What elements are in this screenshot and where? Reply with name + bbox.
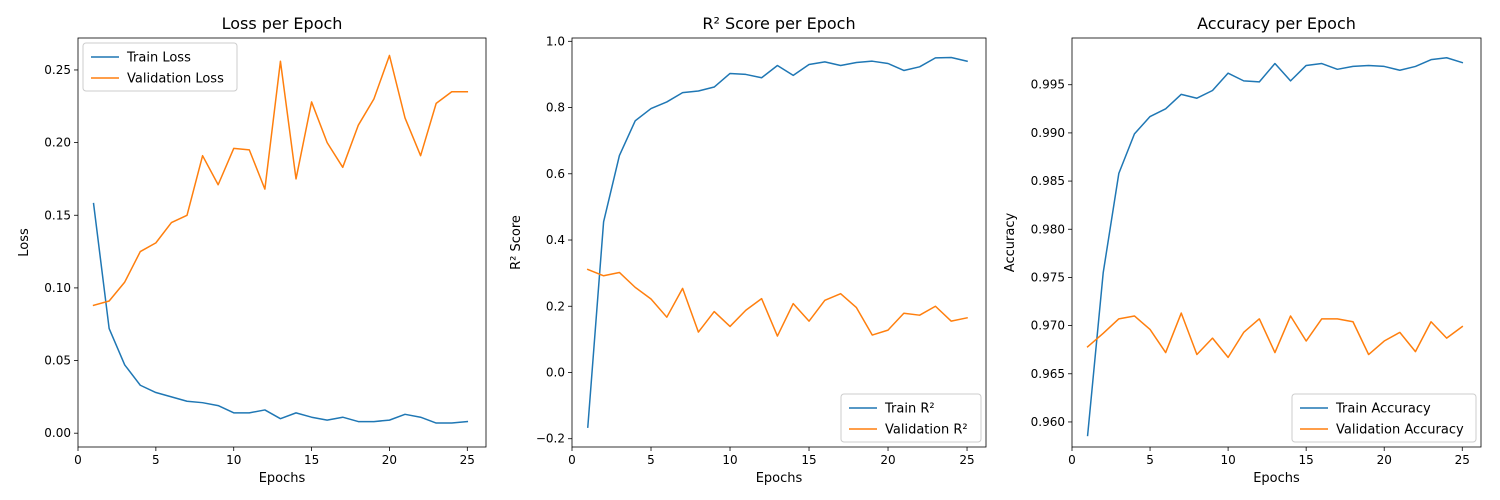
series-line-1 (92, 202, 469, 424)
x-tick-label: 15 (801, 453, 816, 467)
legend-label-2: Validation Accuracy (1336, 423, 1464, 438)
x-tick-label: 20 (880, 453, 895, 467)
x-tick-label: 25 (460, 453, 475, 467)
x-tick-label: 0 (74, 453, 82, 467)
chart-title: Accuracy per Epoch (1197, 14, 1356, 33)
x-tick-label: 0 (1068, 453, 1076, 467)
legend: Train Accuracy Validation Accuracy (1291, 393, 1477, 443)
x-tick-label: 20 (1377, 453, 1392, 467)
legend-label-2: Validation Loss (127, 72, 224, 87)
y-tick-label: 0.980 (1031, 222, 1065, 236)
x-tick-label: 25 (1455, 453, 1470, 467)
x-tick-label: 10 (1220, 453, 1235, 467)
x-tick-label: 15 (1299, 453, 1314, 467)
y-axis-label: Accuracy (1003, 213, 1018, 273)
legend-label-1: Train R² (884, 402, 935, 417)
y-tick-label: 0.8 (546, 101, 565, 115)
chart-title: Loss per Epoch (222, 14, 343, 33)
y-axis-label: R² Score (509, 215, 524, 270)
y-tick-label: 0.20 (44, 136, 71, 150)
legend-box (82, 42, 238, 92)
legend-label-2: Validation R² (885, 423, 968, 438)
y-tick-label: 0.4 (546, 233, 565, 247)
y-tick-label: 0.00 (44, 426, 71, 440)
y-tick-label: 0.975 (1031, 270, 1065, 284)
legend: Train R² Validation R² (840, 393, 982, 443)
y-tick-label: 0.985 (1031, 174, 1065, 188)
series-line-2 (92, 54, 469, 307)
legend-box (840, 393, 982, 443)
y-tick-label: 0.960 (1031, 415, 1065, 429)
y-tick-label: 0.995 (1031, 78, 1065, 92)
y-tick-label: 0.990 (1031, 126, 1065, 140)
x-axis-label: Epochs (1253, 471, 1300, 486)
axes-frame (1071, 37, 1482, 448)
legend-label-1: Train Loss (126, 51, 191, 66)
y-tick-label: −0.2 (536, 432, 565, 446)
legend-label-1: Train Accuracy (1335, 402, 1431, 417)
y-tick-label: 0.15 (44, 208, 71, 222)
chart-3: 0 5 10 15 20 25 0.960 0.965 0.970 0.975 0.980 0.985… (1003, 14, 1482, 486)
y-tick-label: 1.0 (546, 34, 565, 48)
legend: Train Loss Validation Loss (82, 42, 238, 92)
axes-frame (571, 37, 987, 448)
x-tick-label: 5 (1146, 453, 1154, 467)
legend-box (1291, 393, 1477, 443)
x-axis-label: Epochs (259, 471, 306, 486)
series-line-2 (1086, 312, 1464, 359)
x-tick-label: 10 (226, 453, 241, 467)
y-tick-label: 0.0 (546, 365, 565, 379)
x-tick-label: 0 (568, 453, 576, 467)
axes-frame (77, 37, 487, 448)
y-tick-label: 0.05 (44, 354, 71, 368)
x-tick-label: 5 (647, 453, 655, 467)
y-tick-label: 0.2 (546, 299, 565, 313)
x-tick-label: 20 (382, 453, 397, 467)
y-tick-label: 0.6 (546, 167, 565, 181)
y-tick-label: 0.965 (1031, 367, 1065, 381)
series-line-1 (1086, 57, 1464, 437)
x-tick-label: 15 (304, 453, 319, 467)
x-tick-label: 25 (959, 453, 974, 467)
y-tick-label: 0.25 (44, 63, 71, 77)
x-tick-label: 10 (722, 453, 737, 467)
x-tick-label: 5 (152, 453, 160, 467)
x-axis-label: Epochs (756, 471, 803, 486)
chart-title: R² Score per Epoch (702, 14, 855, 33)
y-axis-label: Loss (17, 228, 32, 257)
series-line-2 (586, 268, 968, 337)
chart-2: 0 5 10 15 20 25 −0.2 0.0 0.2 0.4 0.6 0.8 1.0 R² Score… (509, 14, 987, 486)
y-tick-label: 0.10 (44, 281, 71, 295)
y-tick-label: 0.970 (1031, 319, 1065, 333)
series-line-1 (586, 56, 968, 428)
chart-1: 0 5 10 15 20 25 0.00 0.05 0.10 0.15 0.20 0.25 Loss p… (17, 14, 487, 486)
